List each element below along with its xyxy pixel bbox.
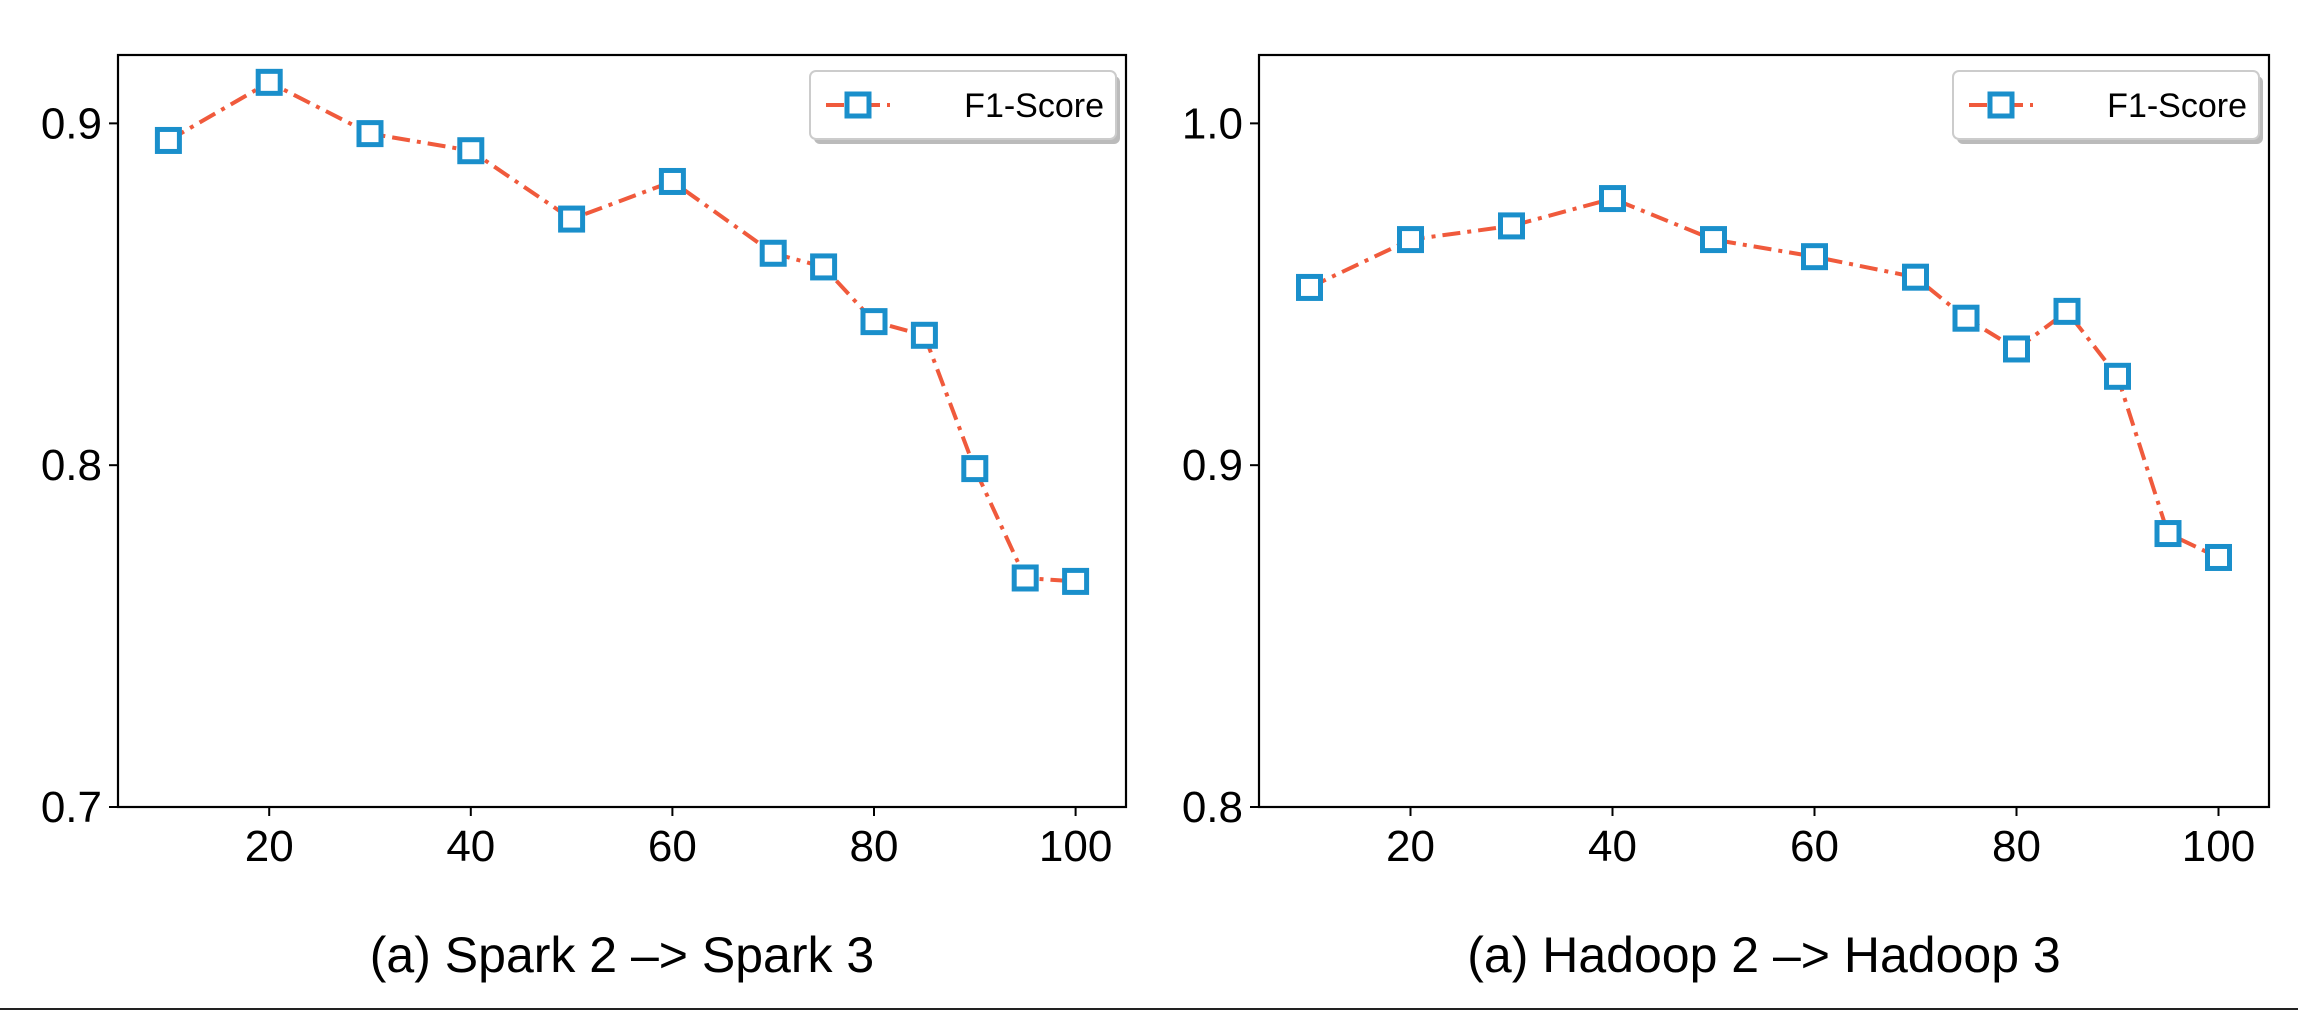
spark-x-tick-label: 100 [1039,822,1112,871]
spark-legend-marker [844,91,872,119]
spark-data-point [356,120,384,148]
hadoop-y-tick-label: 1.0 [1182,99,1243,148]
hadoop-data-point [1397,226,1424,254]
hadoop-y-tick-label: 0.9 [1182,441,1243,490]
spark-x-tick-label: 20 [245,822,294,871]
hadoop-data-point [2205,543,2232,571]
hadoop-x-tick-label: 80 [1992,822,2041,871]
spark-legend-label: F1-Score [964,87,1104,125]
hadoop-data-point [1599,185,1626,213]
hadoop-data-point [1498,212,1525,240]
hadoop-x-tick-label: 40 [1588,822,1637,871]
hadoop-data-point [2053,297,2081,325]
hadoop-data-point [1952,304,1980,332]
spark-series-line [167,80,1076,584]
spark-data-point [810,253,838,281]
hadoop-data-point [1902,263,1929,291]
hadoop-data-point [1700,226,1727,254]
spark-y-tick-label: 0.8 [41,441,102,490]
spark-data-point [1062,567,1090,595]
spark-legend: F1-Score [809,70,1120,144]
spark-data-point [1011,564,1039,592]
hadoop-caption: (a) Hadoop 2 –> Hadoop 3 [1467,927,2060,983]
spark-y-tick-label: 0.9 [41,99,102,148]
hadoop-x-tick-label: 100 [2182,822,2255,871]
hadoop-legend-marker [1987,91,2015,119]
spark-x-tick-label: 40 [446,822,495,871]
spark-data-point [860,308,888,336]
hadoop-data-point [2154,520,2182,548]
spark-data-point [961,455,989,483]
spark-caption: (a) Spark 2 –> Spark 3 [370,927,874,983]
spark-x-tick-label: 60 [648,822,697,871]
spark-plot-frame [116,53,1128,809]
hadoop-series-line [1308,196,2220,560]
spark-data-point [759,239,787,267]
hadoop-y-tick-label: 0.8 [1182,783,1243,832]
spark-data-point [457,137,485,165]
hadoop-data-point [1296,273,1323,301]
spark-legend-box [809,70,1117,140]
hadoop-plot-frame [1257,53,2271,809]
hadoop-legend-box [1952,70,2260,140]
hadoop-x-tick-label: 20 [1386,822,1435,871]
spark-data-point [154,126,182,154]
hadoop-data-point [2104,362,2131,390]
hadoop-legend-label: F1-Score [2107,87,2247,125]
hadoop-x-tick-label: 60 [1790,822,1839,871]
hadoop-data-point [1801,243,1828,271]
hadoop-chart-panel: 20 40 60 80 100 0.8 0.9 1.0 F1-Score (a) Hadoop 2… [1182,53,2271,983]
spark-data-point [910,321,938,349]
spark-y-tick-label: 0.7 [41,783,102,832]
spark-data-point [255,68,283,96]
hadoop-legend: F1-Score [1952,70,2263,144]
hadoop-data-point [2003,335,2030,363]
spark-data-point [658,167,686,195]
spark-chart-panel: 20 40 60 80 100 0.7 0.8 0.9 F1-Score (a) Spark 2 … [41,53,1128,983]
spark-x-tick-label: 80 [850,822,899,871]
spark-data-point [558,205,586,233]
